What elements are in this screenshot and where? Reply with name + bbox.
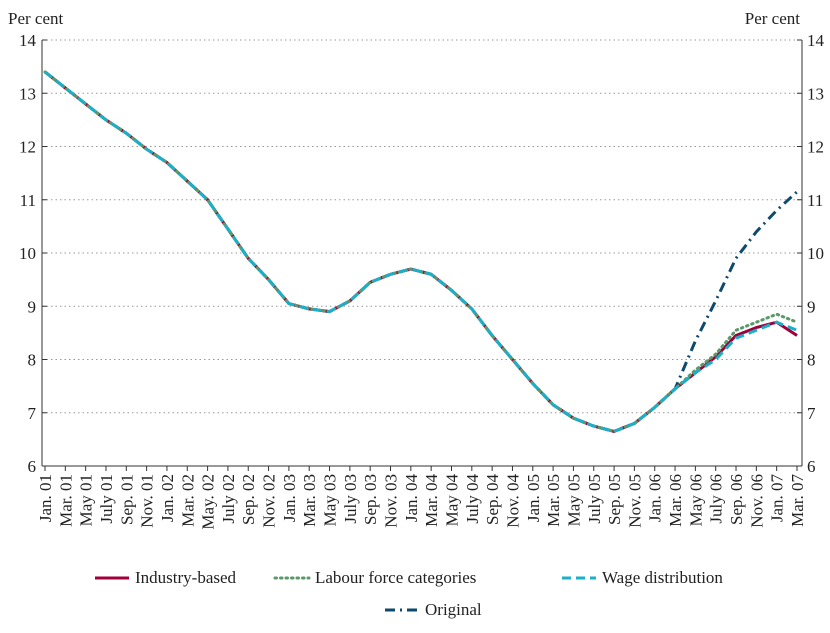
y2-tick-label: 8 [807, 351, 816, 370]
x-tick-label: Mar. 04 [422, 474, 441, 527]
x-tick-label: Mar. 02 [178, 474, 197, 527]
x-tick-label: May 04 [442, 474, 461, 527]
x-tick-label: Jan. 02 [158, 474, 177, 522]
y2-tick-label: 13 [807, 84, 824, 103]
y-tick-label: 7 [28, 404, 37, 423]
x-tick-label: Mar. 01 [56, 474, 75, 527]
x-tick-label: July 04 [463, 474, 482, 524]
x-tick-label: Sep. 03 [361, 474, 380, 525]
x-tick-label: Mar. 07 [788, 474, 807, 527]
x-tick-label: Jan. 01 [36, 474, 55, 522]
y-tick-label: 11 [20, 191, 36, 210]
y2-tick-label: 14 [807, 31, 825, 50]
x-tick-label: July 05 [585, 474, 604, 524]
x-tick-label: July 03 [341, 474, 360, 524]
x-tick-label: Sep. 01 [117, 474, 136, 525]
x-tick-label: July 02 [219, 474, 238, 524]
legend-label: Labour force categories [315, 568, 476, 587]
y-axis-label-right: Per cent [745, 9, 801, 28]
x-tick-label: Nov. 02 [260, 474, 279, 528]
legend-label: Original [425, 600, 482, 619]
y2-tick-label: 12 [807, 138, 824, 157]
series-line [44, 70, 798, 433]
x-tick-label: Mar. 03 [300, 474, 319, 527]
x-tick-label: May. 02 [199, 474, 218, 530]
y-tick-label: 13 [19, 84, 36, 103]
x-tick-label: Nov. 04 [503, 474, 522, 528]
x-tick-label: Jan. 04 [402, 474, 421, 523]
x-tick-label: Nov. 05 [625, 474, 644, 528]
legend-label: Industry-based [135, 568, 237, 587]
y-axis-label-left: Per cent [8, 9, 64, 28]
x-tick-label: May 06 [686, 474, 705, 526]
x-tick-label: May 01 [77, 474, 96, 526]
x-tick-label: Nov. 01 [138, 474, 157, 528]
legend-label: Wage distribution [602, 568, 723, 587]
y-tick-label: 9 [28, 297, 37, 316]
series-line [43, 70, 799, 433]
y-tick-label: 6 [28, 457, 37, 476]
y2-tick-label: 9 [807, 297, 816, 316]
y-tick-label: 8 [28, 351, 37, 370]
x-tick-label: July 01 [97, 474, 116, 524]
series-line [44, 70, 799, 433]
y2-tick-label: 11 [807, 191, 823, 210]
x-tick-label: Jan. 03 [280, 474, 299, 522]
x-tick-label: July 06 [707, 474, 726, 524]
y2-tick-label: 7 [807, 404, 816, 423]
y-tick-label: 10 [19, 244, 36, 263]
x-tick-label: Jan. 06 [646, 474, 665, 522]
x-tick-label: Sep. 02 [239, 474, 258, 525]
y-tick-label: 14 [19, 31, 37, 50]
x-tick-label: Mar. 06 [666, 474, 685, 527]
x-tick-label: Jan. 05 [524, 474, 543, 522]
series-line [44, 70, 798, 433]
x-tick-label: Jan. 07 [768, 474, 787, 523]
x-tick-label: Nov. 03 [382, 474, 401, 528]
x-tick-label: Sep. 04 [483, 474, 502, 526]
y2-tick-label: 10 [807, 244, 824, 263]
x-tick-label: May 05 [564, 474, 583, 526]
y2-tick-label: 6 [807, 457, 816, 476]
x-tick-label: Sep. 06 [727, 474, 746, 525]
x-tick-label: May 03 [321, 474, 340, 526]
x-tick-label: Mar. 05 [544, 474, 563, 527]
x-tick-label: Sep. 05 [605, 474, 624, 525]
x-tick-label: Nov. 06 [747, 474, 766, 528]
y-tick-label: 12 [19, 138, 36, 157]
